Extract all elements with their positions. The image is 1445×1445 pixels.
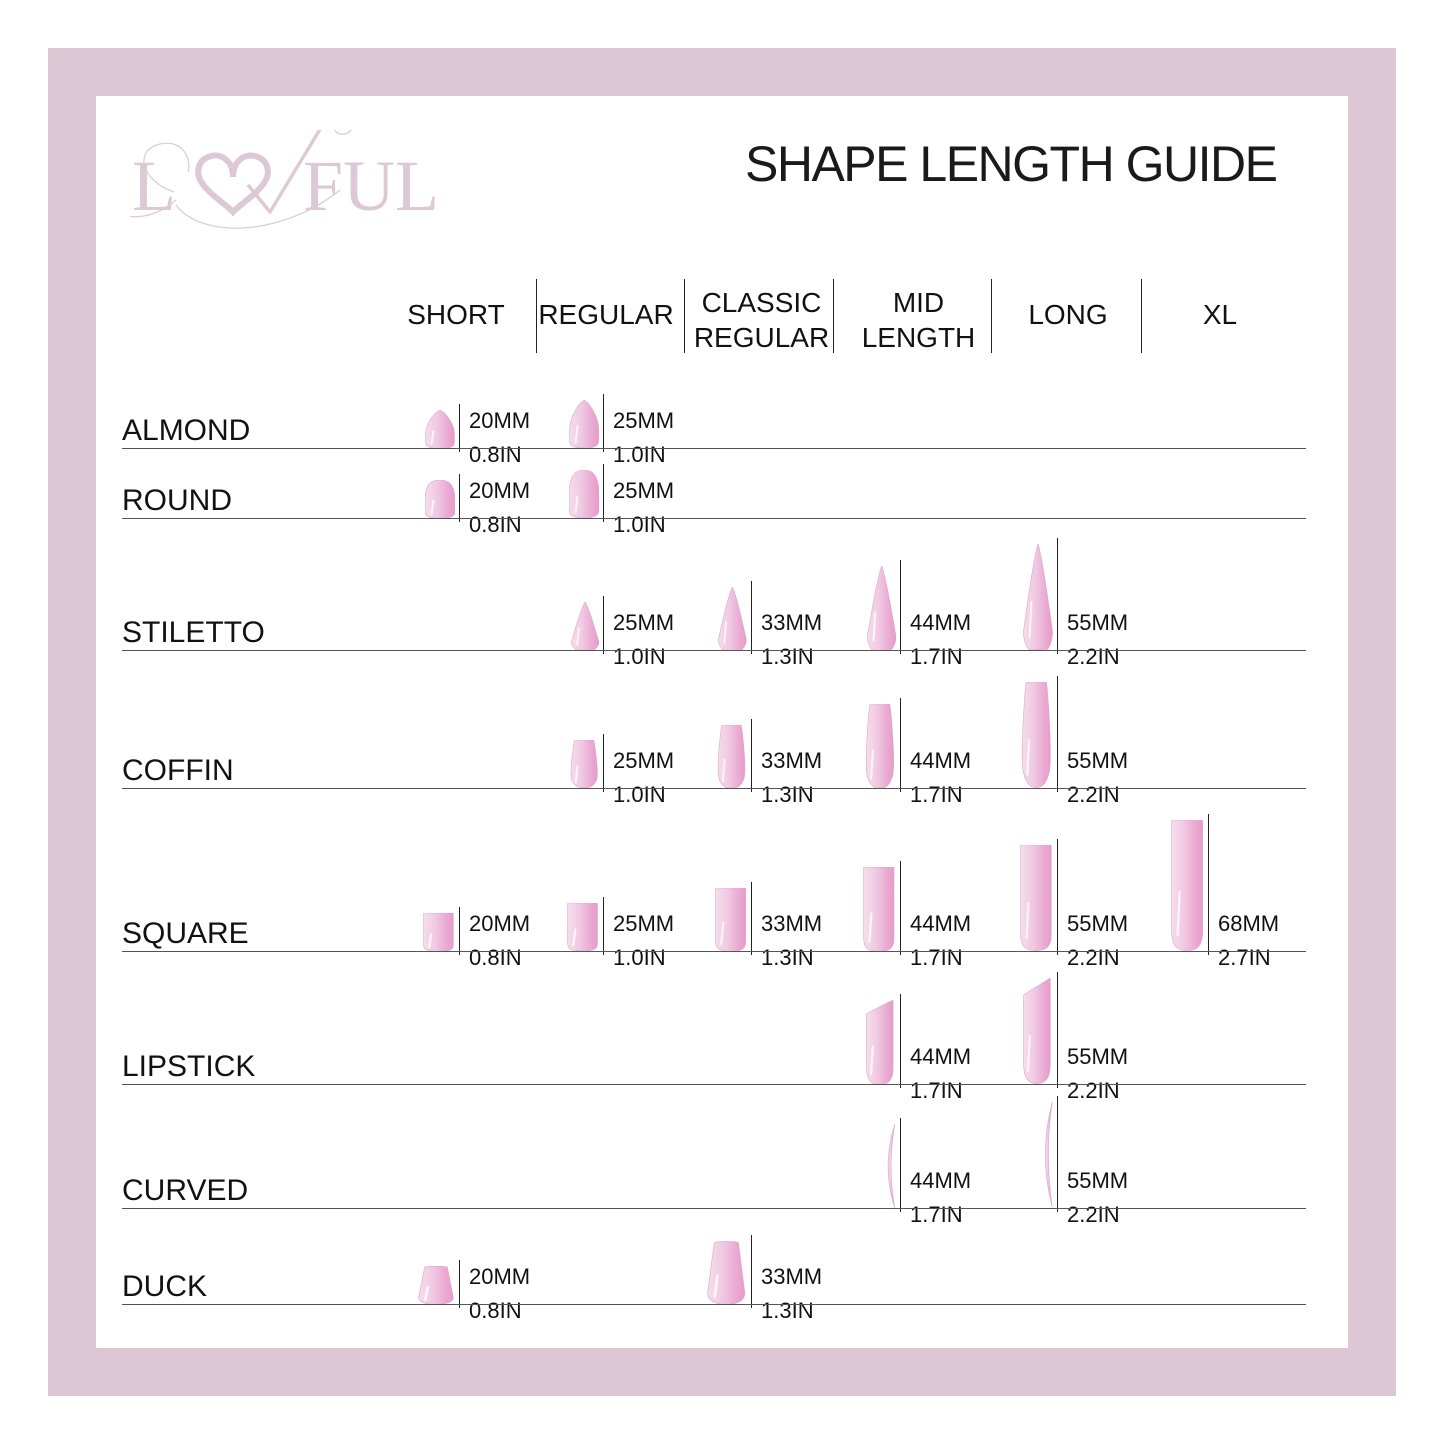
- svg-text:FUL: FUL: [303, 146, 439, 226]
- svg-text:L: L: [132, 146, 176, 226]
